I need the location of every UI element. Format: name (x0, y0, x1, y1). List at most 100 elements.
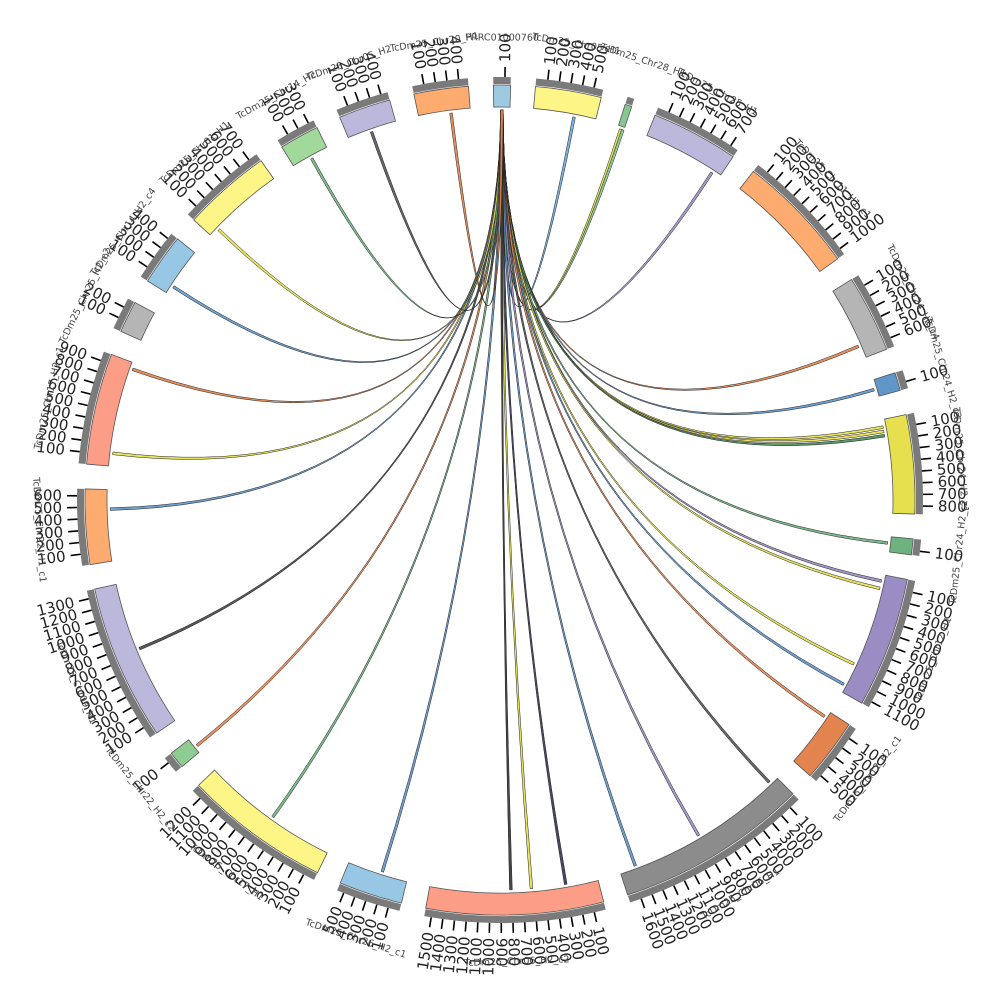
tick-mark (440, 919, 444, 930)
tick-mark (267, 856, 274, 866)
tick-mark (734, 851, 742, 861)
link-ribbon (500, 109, 568, 885)
tick-mark (432, 71, 437, 83)
tick-mark (257, 850, 264, 860)
tick-mark (775, 171, 784, 181)
tick-label: 500 (589, 43, 613, 75)
tick-mark (361, 900, 367, 911)
tick-mark (921, 469, 933, 472)
tick-label: 800 (504, 938, 523, 967)
tick-label: 100 (35, 438, 66, 459)
tick-band-tcdm25-chr12-h1 (862, 579, 916, 708)
tick-band-prrc01000760 (493, 76, 511, 85)
segment-label: TcDm25_Chr06_H2_c2 (463, 954, 570, 969)
tick-mark (421, 73, 425, 85)
tick-label: 100 (36, 547, 67, 569)
tick-mark (784, 179, 793, 189)
tick-mark (881, 680, 892, 687)
segment-tcdm25-chr14-h2 (281, 126, 328, 167)
tick-mark (242, 151, 250, 161)
tick-band-tcdm25-chr17-h1 (192, 785, 318, 880)
tick-label: 400 (935, 446, 965, 467)
links-layer (109, 109, 889, 891)
tick-mark (918, 433, 929, 437)
tick-band-tcdm25-chr14-h2 (277, 120, 317, 147)
tick-mark (694, 875, 701, 885)
segment-tcdm25-chr25-h1 (646, 114, 734, 176)
tick-mark (720, 130, 727, 140)
tick-mark (87, 367, 98, 373)
tick-mark (128, 717, 138, 724)
tick-band-tcdm25-chr24-h2-c2 (912, 538, 922, 556)
link-ribbon (112, 109, 504, 460)
tick-mark (77, 402, 88, 407)
tick-mark (81, 609, 92, 614)
tick-mark (558, 918, 562, 929)
tick-mark (188, 198, 197, 207)
tick-label: 200 (577, 928, 600, 960)
tick-mark (842, 747, 852, 755)
segment-tcdm25-chr17-h2-c1 (86, 353, 133, 467)
tick-mark (452, 920, 456, 931)
tick-mark (724, 857, 732, 867)
tick-label: 100 (407, 39, 430, 70)
segment-tcdm25-chr22-h1-c1 (84, 488, 113, 566)
segment-tcdm25-chr28-h1 (618, 103, 633, 128)
tick-mark (85, 620, 96, 626)
tick-label: 300 (34, 523, 64, 543)
tick-mark (848, 737, 858, 745)
tick-mark (214, 173, 222, 183)
tick-mark (88, 631, 99, 637)
tick-mark (581, 75, 586, 86)
tick-band-tcdm25-chr24-h2-c4 (852, 275, 895, 349)
tick-label: 100 (496, 33, 514, 62)
tick-label: 100 (934, 544, 965, 565)
tick-label: 400 (577, 41, 600, 73)
segment-tcdm25-chr17-h1 (198, 769, 328, 874)
tick-mark (753, 837, 762, 847)
tick-mark (523, 922, 527, 933)
tick-mark (223, 165, 231, 175)
segment-tcdm25-chr01-h1 (193, 160, 275, 236)
tick-mark (793, 187, 802, 197)
tick-mark (138, 260, 148, 268)
tick-mark (839, 241, 849, 250)
tick-label: 300 (39, 412, 70, 435)
tick-mark (891, 658, 902, 665)
tick-mark (916, 421, 927, 426)
tick-mark (827, 766, 837, 774)
tick-mark (673, 885, 679, 896)
tick-band-tcdm25-chr25-h1 (655, 107, 738, 156)
tick-mark (287, 868, 294, 879)
tick-mark (689, 112, 696, 123)
segment-tcdm25-chr24-h2-c3 (873, 372, 901, 397)
tick-mark (535, 921, 539, 932)
tick-label: 400 (445, 35, 466, 65)
tick-mark (885, 322, 896, 328)
tick-mark (228, 829, 236, 838)
tick-mark (92, 642, 103, 648)
tick-label: 300 (565, 38, 588, 69)
tick-label: 100 (541, 35, 562, 65)
tick-mark (106, 675, 116, 682)
tick-mark (683, 880, 690, 891)
tick-band-tcdm25-chr11-h1-c1 (753, 164, 845, 259)
tick-mark (547, 920, 551, 931)
tick-mark (710, 124, 717, 134)
tick-mark (69, 449, 80, 453)
tick-mark (905, 377, 916, 383)
tick-mark (817, 213, 827, 222)
tick-label: 600 (937, 472, 966, 491)
tick-mark (365, 87, 371, 98)
tick-mark (444, 70, 448, 81)
tick-mark (714, 863, 722, 874)
tick-band-tcdm25-chr24-h2-c1 (907, 412, 923, 515)
tick-mark (218, 821, 227, 831)
tick-mark (766, 163, 775, 173)
tick-mark (547, 69, 550, 80)
tick-mark (835, 756, 844, 765)
tick-mark (919, 445, 930, 449)
tick-mark (78, 598, 89, 602)
tick-mark (109, 312, 119, 319)
